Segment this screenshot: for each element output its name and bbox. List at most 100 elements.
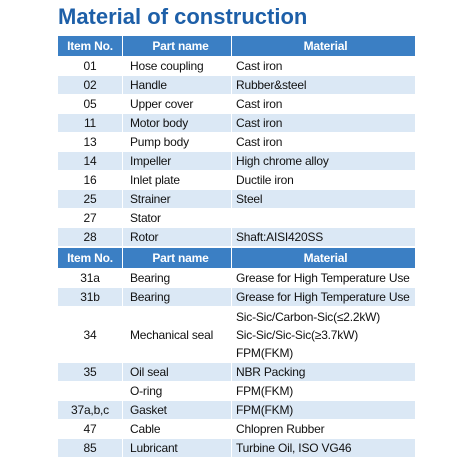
- cell-text: Oil seal: [130, 365, 169, 379]
- part-name: Mechanical seal: [123, 307, 232, 362]
- cell-text: Upper cover: [130, 97, 194, 111]
- cell-text: Impeller: [130, 154, 172, 168]
- item-no: 27: [58, 209, 123, 227]
- part-name: O-ring: [123, 382, 232, 400]
- material: Cast iron: [232, 95, 416, 113]
- cell-text: Handle: [130, 78, 167, 92]
- part-name: Inlet plate: [123, 171, 232, 189]
- table-row: 25 Strainer Steel: [58, 190, 416, 208]
- material: Grease for High Temperature Use: [232, 269, 416, 287]
- table-row: 34 Mechanical seal Sic-Sic/Carbon-Sic(≤2.2…: [58, 307, 416, 362]
- table-row: 05 Upper cover Cast iron: [58, 95, 416, 113]
- table-row: 85 Lubricant Turbine Oil, ISO VG46: [58, 439, 416, 457]
- item-no: 28: [58, 228, 123, 246]
- item-no: 05: [58, 95, 123, 113]
- material-line: Grease for High Temperature Use: [236, 290, 410, 304]
- cell-text: 05: [83, 97, 97, 111]
- cell-text: 16: [83, 173, 97, 187]
- part-name: Motor body: [123, 114, 232, 132]
- material-line: Cast iron: [236, 116, 283, 130]
- cell-text: Hose coupling: [130, 59, 204, 73]
- cell-text: 37a,b,c: [71, 403, 109, 417]
- material-line: FPM(FKM): [236, 384, 294, 398]
- item-no: 14: [58, 152, 123, 170]
- cell-text: Cable: [130, 422, 161, 436]
- title: Material of construction: [58, 4, 308, 29]
- cell-text: Pump body: [130, 135, 189, 149]
- header-row: Item No. Part name Material: [58, 36, 416, 56]
- part-name: Lubricant: [123, 439, 232, 457]
- item-no: 13: [58, 133, 123, 151]
- part-name: Handle: [123, 76, 232, 94]
- part-name: Pump body: [123, 133, 232, 151]
- item-no: 02: [58, 76, 123, 94]
- cell-text: O-ring: [130, 384, 163, 398]
- item-no: 31b: [58, 288, 123, 306]
- header-row: Item No. Part name Material: [58, 248, 416, 268]
- header-cell: Part name: [123, 248, 232, 268]
- material: Turbine Oil, ISO VG46: [232, 439, 416, 457]
- table-row: 31a Bearing Grease for High Temperature Us…: [58, 269, 416, 287]
- cell-text: Strainer: [130, 192, 171, 206]
- cell-text: 13: [83, 135, 97, 149]
- material: Chlopren Rubber: [232, 420, 416, 438]
- cell-text: Bearing: [130, 271, 170, 285]
- part-name: Hose coupling: [123, 57, 232, 75]
- cell-text: Mechanical seal: [130, 327, 214, 342]
- table-row: 14 Impeller High chrome alloy: [58, 152, 416, 170]
- table-row: 35 Oil seal NBR Packing: [58, 363, 416, 381]
- table-row: 01 Hose coupling Cast iron: [58, 57, 416, 75]
- material-line: Cast iron: [236, 59, 283, 73]
- material-line: Chlopren Rubber: [236, 422, 325, 436]
- header-cell: Material: [232, 248, 416, 268]
- item-no: 35: [58, 363, 123, 381]
- cell-text: 11: [83, 116, 97, 130]
- material-line: Sic-Sic/Carbon-Sic(≤2.2kW): [236, 309, 381, 324]
- material: Steel: [232, 190, 416, 208]
- material-line: Sic-Sic/Sic-Sic(≥3.7kW): [236, 327, 358, 342]
- cell-text: 27: [83, 211, 97, 225]
- header-cell: Material: [232, 36, 416, 56]
- item-no: 11: [58, 114, 123, 132]
- material: Grease for High Temperature Use: [232, 288, 416, 306]
- cell-text: Lubricant: [130, 441, 178, 455]
- cell-text: 47: [83, 422, 97, 436]
- item-no: 85: [58, 439, 123, 457]
- material: FPM(FKM): [232, 382, 416, 400]
- material: [232, 209, 416, 227]
- part-name: Oil seal: [123, 363, 232, 381]
- material: Rubber&steel: [232, 76, 416, 94]
- item-no: 47: [58, 420, 123, 438]
- part-name: Upper cover: [123, 95, 232, 113]
- item-no: 25: [58, 190, 123, 208]
- cell-text: Inlet plate: [130, 173, 180, 187]
- cell-text: 31b: [80, 290, 100, 304]
- part-name: Impeller: [123, 152, 232, 170]
- table-row: 47 Cable Chlopren Rubber: [58, 420, 416, 438]
- material: NBR Packing: [232, 363, 416, 381]
- cell-text: 31a: [80, 271, 100, 285]
- material: Sic-Sic/Carbon-Sic(≤2.2kW) Sic-Sic/Sic-Si…: [232, 307, 416, 362]
- item-no: 31a: [58, 269, 123, 287]
- table-row: 11 Motor body Cast iron: [58, 114, 416, 132]
- material-line: Cast iron: [236, 97, 283, 111]
- cell-text: 28: [83, 230, 97, 244]
- cell-text: Bearing: [130, 290, 170, 304]
- part-name: Bearing: [123, 269, 232, 287]
- material: High chrome alloy: [232, 152, 416, 170]
- material: Cast iron: [232, 57, 416, 75]
- cell-text: 01: [83, 59, 97, 73]
- table-row: 37a,b,c Gasket FPM(FKM): [58, 401, 416, 419]
- material-line: Rubber&steel: [236, 78, 307, 92]
- cell-text: 25: [83, 192, 97, 206]
- table-row: 16 Inlet plate Ductile iron: [58, 171, 416, 189]
- item-no: 01: [58, 57, 123, 75]
- part-name: Gasket: [123, 401, 232, 419]
- cell-text: 02: [83, 78, 97, 92]
- table-row: O-ring FPM(FKM): [58, 382, 416, 400]
- table-row: 31b Bearing Grease for High Temperature Us…: [58, 288, 416, 306]
- cell-text: 14: [83, 154, 97, 168]
- part-name: Cable: [123, 420, 232, 438]
- material: Shaft:AISI420SS: [232, 228, 416, 246]
